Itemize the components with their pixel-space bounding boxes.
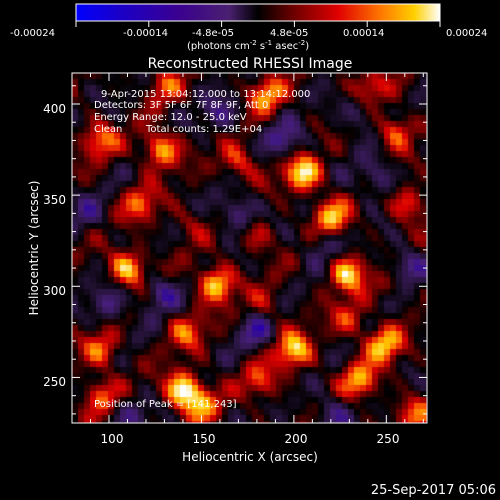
axis-ticks — [72, 73, 427, 423]
y-tick-label: 350 — [43, 193, 66, 207]
colorbar — [75, 3, 441, 22]
x-axis-label: Heliocentric X (arcsec) — [182, 450, 318, 464]
colorbar-tick-label: -0.00024 — [10, 28, 55, 39]
units-part: asec — [272, 41, 298, 52]
units-exp: -1 — [265, 39, 272, 47]
x-tick-label: 150 — [193, 432, 216, 446]
units-exp: -2 — [250, 39, 257, 47]
chart-title: Reconstructed RHESSI Image — [148, 56, 353, 72]
x-tick-label: 100 — [101, 432, 124, 446]
heatmap-image — [72, 73, 427, 423]
plot-frame — [71, 72, 428, 424]
peak-position-label: Position of Peak = [141,243] — [94, 399, 237, 410]
units-part: s — [257, 41, 265, 52]
colorbar-tick-label: -4.8e-05 — [192, 28, 234, 39]
colorbar-ticks — [75, 21, 441, 27]
y-tick-label: 300 — [43, 284, 66, 298]
colorbar-units: (photons cm-2 s-1 asec-2) — [187, 39, 309, 52]
y-axis-label: Heliocentric Y (arcsec) — [27, 181, 41, 316]
colorbar-tick-label: 0.00014 — [343, 28, 384, 39]
x-tick-label: 200 — [285, 432, 308, 446]
detectors-label: Detectors: 3F 5F 6F 7F 8F 9F, Att 0 — [94, 100, 268, 111]
y-tick-label: 400 — [43, 102, 66, 116]
heatmap-canvas — [72, 73, 427, 423]
colorbar-tick-label: 0.00024 — [446, 28, 487, 39]
time-range-label: 9-Apr-2015 13:04:12.000 to 13:14:12.000 — [101, 89, 310, 100]
colorbar-tick-label: 4.8e-05 — [270, 28, 308, 39]
units-part: ) — [305, 41, 309, 52]
x-tick-label: 250 — [377, 432, 400, 446]
units-exp: -2 — [298, 39, 305, 47]
total-counts-label: Total counts: 1.29E+04 — [145, 124, 262, 135]
colorbar-tick-label: -0.00014 — [123, 28, 168, 39]
units-part: (photons cm — [187, 41, 250, 52]
footer-timestamp: 25-Sep-2017 05:06 — [371, 483, 496, 498]
energy-range-label: Energy Range: 12.0 - 25.0 keV — [94, 112, 247, 123]
method-label: Clean — [94, 124, 122, 135]
y-tick-label: 250 — [43, 375, 66, 389]
